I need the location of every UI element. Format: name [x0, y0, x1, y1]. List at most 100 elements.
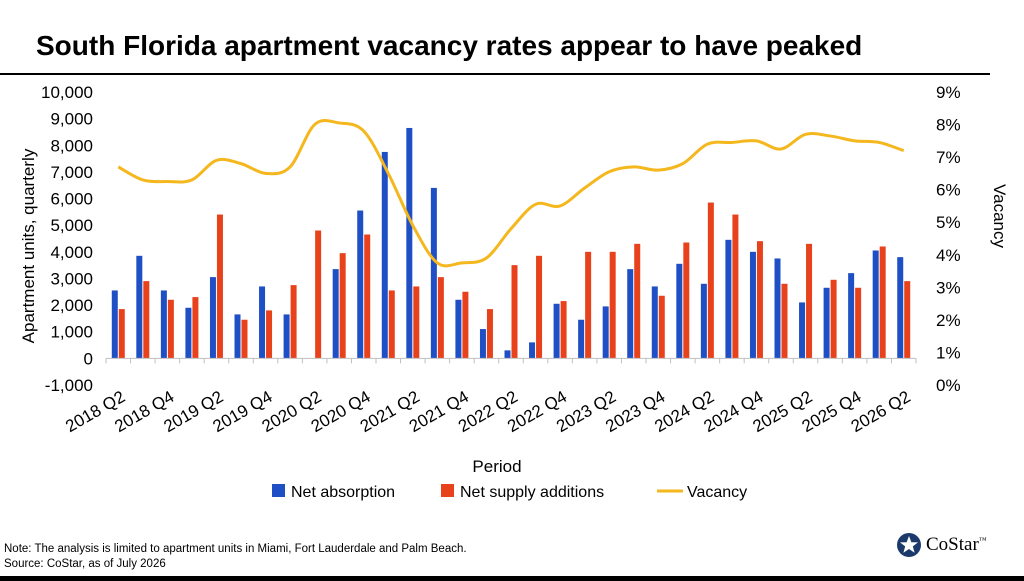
bar-net-absorption [381, 151, 388, 359]
bar-net-absorption [578, 319, 585, 359]
y-tick-label: 8,000 [50, 136, 93, 155]
y-tick-label: 1,000 [50, 323, 93, 342]
footnote-note: Note: The analysis is limited to apartme… [4, 543, 467, 555]
vacancy-chart: 10,000 9,000 8,000 7,000 6,000 5,000 4,000 3,00… [19, 83, 1009, 501]
legend-label-net-absorption: Net absorption [291, 484, 395, 501]
legend-label-vacancy: Vacancy [687, 484, 747, 501]
bar-net-supply-additions [683, 242, 690, 359]
footnote: Note: The analysis is limited to apartme… [4, 542, 467, 572]
x-axis [105, 357, 917, 364]
bar-net-supply-additions [634, 243, 641, 359]
bar-net-absorption [234, 314, 241, 359]
bar-net-supply-additions [216, 214, 223, 359]
legend-label-net-supply-additions: Net supply additions [460, 484, 604, 501]
footnote-source: Source: CoStar, as of July 2026 [4, 558, 166, 570]
bar-net-absorption [504, 350, 511, 359]
bar-net-supply-additions [904, 281, 911, 359]
y-tick-label: 0 [84, 349, 93, 368]
bar-net-supply-additions [118, 309, 125, 359]
bar-net-absorption [897, 257, 904, 359]
y-tick-label: -1,000 [45, 376, 93, 395]
y-tick-label: 6,000 [50, 190, 93, 209]
y-tick-label: 7,000 [50, 163, 93, 182]
y2-tick-label: 3% [936, 278, 961, 297]
bar-net-absorption [357, 210, 364, 359]
bar-net-absorption [749, 251, 756, 359]
y-tick-label: 5,000 [50, 216, 93, 235]
y2-tick-label: 9% [936, 83, 961, 102]
bar-net-supply-additions [536, 255, 543, 359]
bar-net-supply-additions [364, 234, 371, 359]
bar-net-supply-additions [707, 202, 714, 359]
y2-tick-label: 1% [936, 343, 961, 362]
bar-net-absorption [430, 187, 437, 359]
bottom-divider [0, 576, 1024, 581]
bar-net-absorption [823, 287, 830, 359]
bar-net-absorption [774, 258, 781, 359]
bar-net-supply-additions [290, 285, 297, 359]
bar-net-supply-additions [511, 265, 518, 359]
bar-net-supply-additions [266, 310, 273, 359]
y-axis-title: Apartment units, quarterly [19, 148, 38, 343]
vacancy-line [117, 119, 905, 268]
legend-swatch-net-absorption [272, 484, 285, 497]
bar-net-absorption [627, 269, 634, 359]
y2-tick-label: 8% [936, 116, 961, 135]
bar-net-supply-additions [192, 297, 199, 359]
y2-tick-label: 5% [936, 213, 961, 232]
bar-net-absorption [455, 299, 462, 359]
bar-net-supply-additions [413, 286, 420, 359]
bar-net-absorption [602, 306, 609, 359]
y-tick-label: 2,000 [50, 296, 93, 315]
x-axis-title: Period [472, 457, 521, 476]
y2-tick-label: 7% [936, 148, 961, 167]
bar-net-supply-additions [486, 309, 493, 359]
bar-net-absorption [651, 286, 658, 359]
logo-text: CoStar™ [926, 534, 987, 555]
bar-net-absorption [676, 263, 683, 359]
y-tick-label: 10,000 [41, 83, 93, 102]
bar-net-supply-additions [732, 214, 739, 359]
bar-net-supply-additions [806, 243, 813, 359]
bar-net-absorption [725, 239, 732, 359]
bar-net-absorption [700, 283, 707, 359]
bar-net-supply-additions [560, 301, 567, 359]
y2-tick-label: 0% [936, 376, 961, 395]
bar-net-supply-additions [315, 230, 322, 359]
bar-net-absorption [553, 303, 560, 359]
bar-net-absorption [529, 342, 536, 359]
chart-title: South Florida apartment vacancy rates ap… [36, 30, 863, 61]
bar-net-absorption [259, 286, 266, 359]
bar-net-supply-additions [339, 253, 346, 359]
y-axis-right: 9% 8% 7% 6% 5% 4% 3% 2% 1% 0% [936, 83, 961, 395]
bar-net-absorption [185, 307, 192, 359]
bar-net-supply-additions [658, 295, 665, 359]
y-tick-label: 9,000 [50, 110, 93, 129]
legend: Net absorption Net supply additions Vaca… [272, 484, 747, 501]
bar-net-absorption [872, 250, 879, 359]
vacancy-line-layer [117, 119, 905, 268]
bar-net-absorption [848, 273, 855, 359]
bar-net-supply-additions [830, 279, 837, 359]
bar-series [111, 127, 911, 359]
y-axis-left: 10,000 9,000 8,000 7,000 6,000 5,000 4,000 3,00… [41, 83, 93, 395]
bar-net-absorption [111, 290, 118, 359]
bar-net-supply-additions [855, 287, 862, 359]
y2-tick-label: 4% [936, 246, 961, 265]
bar-net-absorption [136, 255, 143, 359]
bar-net-supply-additions [781, 283, 788, 359]
bar-net-supply-additions [609, 251, 616, 359]
bar-net-absorption [479, 329, 486, 359]
bar-net-supply-additions [437, 277, 444, 359]
bar-net-absorption [209, 277, 216, 359]
bar-net-absorption [283, 314, 290, 359]
y2-axis-title: Vacancy [990, 184, 1009, 248]
costar-star-icon [897, 533, 921, 557]
bar-net-supply-additions [241, 319, 248, 359]
title-divider [0, 73, 990, 75]
bar-net-absorption [406, 127, 413, 359]
bar-net-supply-additions [756, 241, 763, 359]
costar-logo: CoStar™ [896, 532, 987, 558]
bar-net-supply-additions [388, 290, 395, 359]
y2-tick-label: 2% [936, 311, 961, 330]
